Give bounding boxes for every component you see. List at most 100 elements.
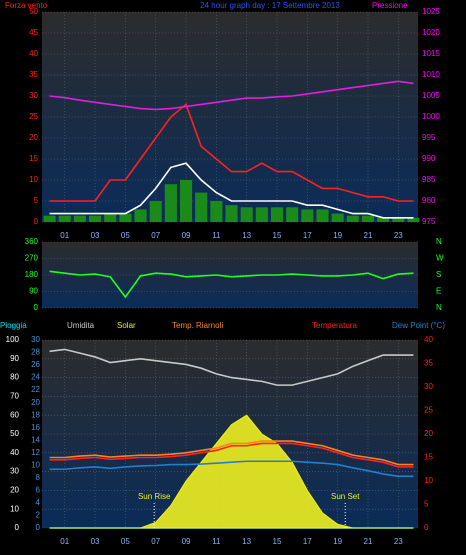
x-tick-label: 15 <box>273 231 282 240</box>
x-tick-label: 13 <box>242 231 251 240</box>
bar <box>301 209 314 222</box>
y2-tick-label: 980 <box>422 196 436 205</box>
bar <box>149 201 162 222</box>
bar <box>210 201 223 222</box>
y3-tick-label: 30 <box>31 335 40 344</box>
y2-tick-label: 1005 <box>422 91 440 100</box>
x-tick-label: 05 <box>121 231 130 240</box>
bar <box>134 209 147 222</box>
x-tick-label: 17 <box>303 537 312 546</box>
y3-tick-label: 22 <box>31 385 40 394</box>
y3-tick-label: 24 <box>31 373 40 382</box>
y2-tick-label: 985 <box>422 175 436 184</box>
y-tick-label: 0 <box>15 523 20 532</box>
bar <box>392 217 405 222</box>
y2-tick-label: 0 <box>424 523 429 532</box>
x-tick-label: 07 <box>151 231 160 240</box>
y-tick-label: 20 <box>29 133 38 142</box>
y3-tick-label: 12 <box>31 448 40 457</box>
y-tick-label: 80 <box>10 373 19 382</box>
y3-tick-label: 26 <box>31 360 40 369</box>
x-tick-label: 19 <box>333 231 342 240</box>
y3-tick-label: 10 <box>31 460 40 469</box>
y3-tick-label: 16 <box>31 423 40 432</box>
y-label: Forza vento <box>5 1 48 10</box>
y2-tick-label: 1020 <box>422 28 440 37</box>
y3-tick-label: 2 <box>36 511 41 520</box>
x-tick-label: 23 <box>394 537 403 546</box>
x-tick-label: 09 <box>182 537 191 546</box>
legend-label: Temp. Riarnoli <box>172 321 223 330</box>
bar <box>43 215 56 222</box>
y2-label: Pressione <box>372 1 408 10</box>
y2-tick-label: 20 <box>424 429 433 438</box>
y2-tick-label: 995 <box>422 133 436 142</box>
y2-tick-label: E <box>436 287 441 296</box>
y2-tick-label: 990 <box>422 154 436 163</box>
chart-title: 24 hour graph day : 17 Settembre 2013 <box>200 1 340 10</box>
x-tick-label: 07 <box>151 537 160 546</box>
y3-tick-label: 8 <box>36 473 41 482</box>
y-tick-label: 20 <box>10 486 19 495</box>
y2-tick-label: W <box>436 254 444 263</box>
line <box>49 162 414 219</box>
y-tick-label: 15 <box>29 154 38 163</box>
y-tick-label: 10 <box>29 175 38 184</box>
x-tick-label: 21 <box>364 537 373 546</box>
bar <box>346 215 359 222</box>
y-tick-label: 50 <box>29 7 38 16</box>
plot-area <box>42 12 418 222</box>
y3-tick-label: 20 <box>31 398 40 407</box>
bar <box>119 213 132 222</box>
y2-tick-label: 30 <box>424 382 433 391</box>
legend-label: Umidita <box>67 321 95 330</box>
y2-tick-label: 10 <box>424 476 433 485</box>
x-tick-label: 13 <box>242 537 251 546</box>
y3-tick-label: 28 <box>31 348 40 357</box>
x-tick-label: 01 <box>60 537 69 546</box>
bar <box>255 207 268 222</box>
line <box>49 80 414 111</box>
y-tick-label: 10 <box>10 504 19 513</box>
line <box>49 270 414 299</box>
bar <box>89 215 102 222</box>
y2-tick-label: 15 <box>424 453 433 462</box>
x-tick-label: 15 <box>273 537 282 546</box>
y3-tick-label: 0 <box>36 523 41 532</box>
line <box>49 103 414 202</box>
y3-tick-label: 14 <box>31 435 40 444</box>
annotation: Sun Set <box>331 492 360 501</box>
x-tick-label: 01 <box>60 231 69 240</box>
y-tick-label: 180 <box>25 270 39 279</box>
x-tick-label: 03 <box>91 537 100 546</box>
y2-tick-label: 1025 <box>422 7 440 16</box>
bar <box>331 213 344 222</box>
line <box>49 460 414 478</box>
x-tick-label: 05 <box>121 537 130 546</box>
x-tick-label: 19 <box>333 537 342 546</box>
y3-tick-label: 18 <box>31 410 40 419</box>
bar <box>195 192 208 222</box>
area <box>49 414 414 529</box>
bar <box>377 217 390 222</box>
y3-tick-label: 6 <box>36 486 41 495</box>
y-tick-label: 25 <box>29 112 38 121</box>
y2-tick-label: 1010 <box>422 70 440 79</box>
legend-label: Pioggia <box>0 321 27 330</box>
bar <box>73 215 86 222</box>
bar <box>407 217 420 222</box>
x-tick-label: 11 <box>212 231 221 240</box>
x-tick-label: 11 <box>212 537 221 546</box>
y2-tick-label: 25 <box>424 406 433 415</box>
bar <box>58 215 71 222</box>
y-tick-label: 100 <box>6 335 20 344</box>
y2-tick-label: 1000 <box>422 112 440 121</box>
line <box>49 440 414 466</box>
bar <box>164 184 177 222</box>
y-tick-label: 40 <box>10 448 19 457</box>
y-tick-label: 360 <box>25 237 39 246</box>
bar <box>286 207 299 222</box>
y-tick-label: 270 <box>25 254 39 263</box>
